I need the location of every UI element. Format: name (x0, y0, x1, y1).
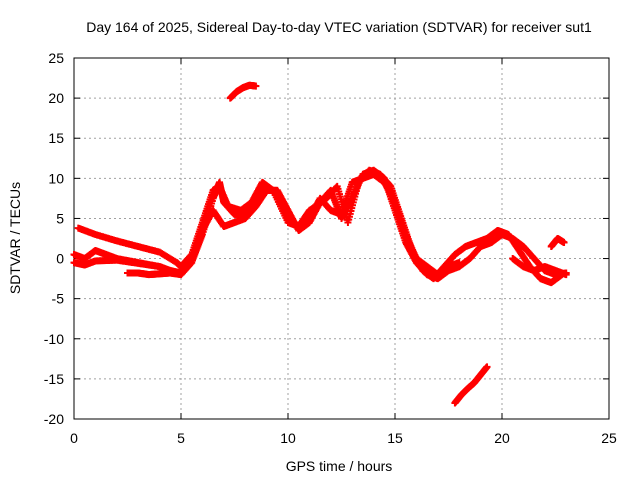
y-tick-label: 15 (48, 130, 64, 146)
data-point (560, 239, 568, 247)
plot-frame (73, 57, 610, 420)
x-tick-label: 25 (601, 430, 617, 446)
tick-labels: 0 5 10 15 20 25 -20 -15 -10 -5 0 5 10 15 20 25 (44, 50, 617, 446)
y-tick-label: -20 (44, 411, 64, 427)
series-track-2 (70, 166, 570, 283)
x-axis-label: GPS time / hours (286, 458, 393, 474)
y-tick-label: 25 (48, 50, 64, 66)
y-tick-label: 0 (56, 251, 64, 267)
data-point (166, 269, 174, 277)
series-track-7 (226, 81, 260, 102)
x-tick-label: 15 (387, 430, 403, 446)
y-tick-label: -10 (44, 331, 64, 347)
data-point (483, 363, 491, 371)
series-track-5 (509, 255, 570, 279)
x-tick-label: 20 (494, 430, 510, 446)
y-tick-label: 5 (56, 210, 64, 226)
grid (74, 58, 609, 419)
x-tick-label: 0 (70, 430, 78, 446)
y-axis-label: SDTVAR / TECUs (7, 182, 23, 294)
series-track-8 (451, 363, 491, 407)
y-tick-label: 20 (48, 90, 64, 106)
data-point (252, 82, 260, 90)
axis-ticks (73, 57, 610, 420)
y-tick-label: -15 (44, 371, 64, 387)
y-tick-label: 10 (48, 170, 64, 186)
chart-title: Day 164 of 2025, Sidereal Day-to-day VTE… (86, 19, 592, 35)
y-tick-label: -5 (52, 291, 65, 307)
series-track-6 (547, 235, 568, 251)
series-track-4 (124, 269, 174, 279)
x-tick-label: 5 (177, 430, 185, 446)
data-points (70, 81, 570, 407)
x-tick-label: 10 (280, 430, 296, 446)
series-track-3 (74, 166, 566, 287)
data-point (562, 271, 570, 279)
